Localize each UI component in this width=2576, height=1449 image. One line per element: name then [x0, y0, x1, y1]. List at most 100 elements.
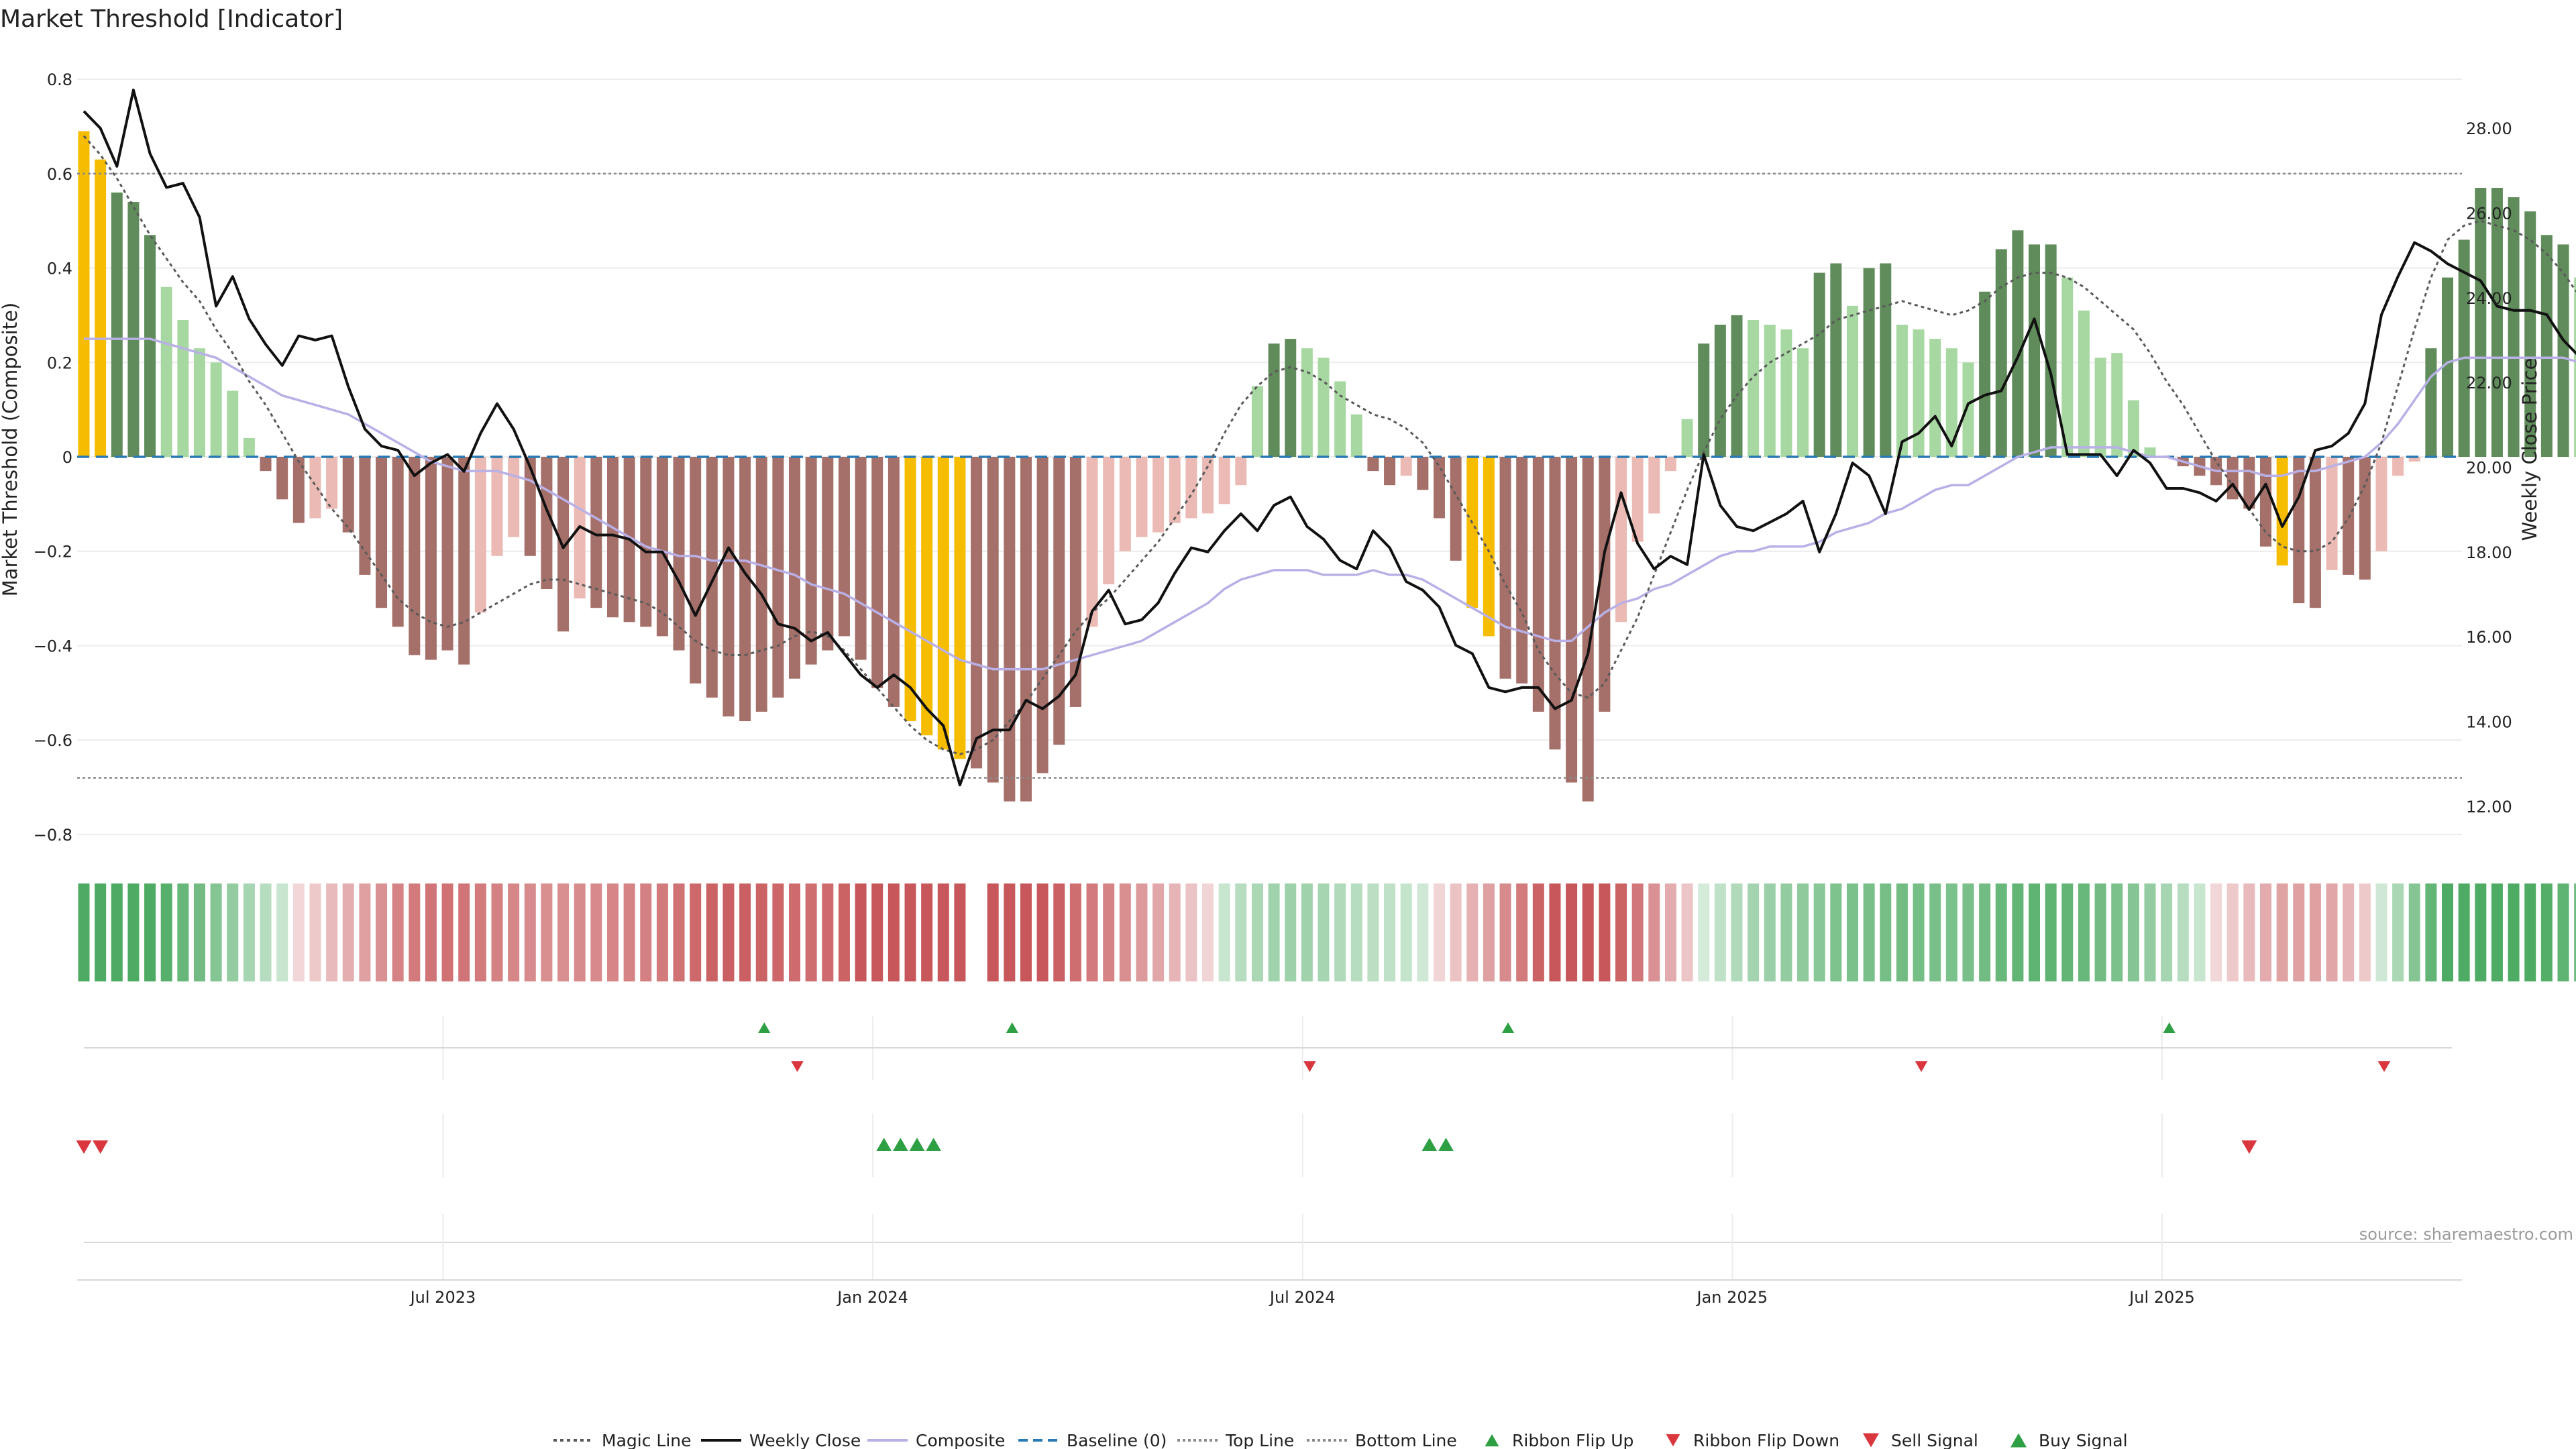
ribbon-cell — [1979, 883, 1991, 981]
composite-bar — [838, 457, 850, 637]
ribbon-cell — [1384, 883, 1396, 981]
y-tick-label: 0.6 — [47, 165, 72, 184]
ribbon-cell — [954, 883, 966, 981]
ribbon-cell — [1400, 883, 1412, 981]
composite-bar — [1698, 343, 1710, 458]
composite-bar — [227, 390, 239, 458]
composite-bar — [2127, 400, 2139, 458]
composite-bar — [524, 457, 536, 556]
ribbon-cell — [706, 883, 718, 981]
ribbon-cell — [1566, 883, 1578, 981]
buy-signal-marker — [1421, 1138, 1438, 1151]
composite-bar — [1433, 457, 1445, 519]
ribbon-cell — [177, 883, 189, 981]
ribbon-cell — [2226, 883, 2239, 981]
ribbon-cell — [127, 883, 140, 981]
composite-bar — [474, 457, 486, 613]
legend-label: Buy Signal — [2039, 1431, 2128, 1449]
composite-bar — [1417, 457, 1429, 490]
source-note: source: sharemaestro.com — [2359, 1225, 2573, 1244]
ribbon-cell — [2508, 883, 2520, 981]
magic-line — [83, 135, 2576, 755]
ribbon-flip-up-marker — [1006, 1022, 1019, 1033]
composite-bar — [2343, 457, 2355, 575]
ribbon-cell — [1417, 883, 1429, 981]
ribbon-cell — [656, 883, 668, 981]
ribbon-cell — [1995, 883, 2007, 981]
ribbon-cell — [2045, 883, 2057, 981]
composite-bar — [1913, 329, 1925, 458]
x-tick-label: Jan 2024 — [836, 1288, 908, 1307]
composite-bar — [508, 457, 520, 537]
ribbon-cell — [359, 883, 371, 981]
ribbon-cell — [144, 883, 156, 981]
y-tick-label: −0.2 — [34, 543, 72, 561]
ribbon-cell — [1020, 883, 1032, 981]
composite-bar — [541, 457, 553, 590]
composite-bar — [1532, 457, 1544, 712]
ribbon-cell — [1499, 883, 1511, 981]
ribbon-cell — [1235, 883, 1247, 981]
composite-bar — [1169, 457, 1181, 523]
main-plot: 0.8 0.6 0.4 0.2 0 −0.2 −0.4 −0.6 −0.8 28.00 26.00… — [0, 70, 2576, 845]
composite-bar — [805, 457, 817, 665]
ribbon-cell — [557, 883, 570, 981]
legend-label: Ribbon Flip Up — [1512, 1431, 1633, 1449]
ribbon-cell — [739, 883, 751, 981]
composite-bar — [1466, 457, 1479, 608]
y-axis-label: Market Threshold (Composite) — [0, 303, 21, 596]
composite-bar — [755, 457, 767, 712]
ribbon-cell — [260, 883, 272, 981]
ribbon-cell — [1945, 883, 1957, 981]
y2-tick-label: 20.00 — [2466, 458, 2512, 477]
ribbon-cell — [2177, 883, 2189, 981]
composite-bar — [1731, 315, 1743, 458]
ribbon-cell — [789, 883, 801, 981]
composite-bar — [2425, 348, 2437, 458]
composite-bar — [2276, 457, 2288, 566]
ribbon-cell — [1268, 883, 1280, 981]
ribbon-cell — [1664, 883, 1676, 981]
composite-bar — [392, 457, 404, 627]
ribbon-cell — [1053, 883, 1065, 981]
legend-label: Sell Signal — [1891, 1431, 1978, 1449]
composite-bar — [1664, 457, 1676, 472]
composite-bar — [1020, 457, 1032, 802]
composite-bar — [1350, 414, 1362, 458]
ribbon-cell — [1251, 883, 1263, 981]
composite-bar — [888, 457, 900, 707]
ribbon-cell — [623, 883, 635, 981]
composite-bar — [376, 457, 388, 608]
composite-bar — [2293, 457, 2305, 604]
ribbon-cell — [309, 883, 321, 981]
weekly-close-line — [83, 89, 2576, 787]
composite-bar — [673, 457, 685, 651]
ribbon-cell — [1599, 883, 1611, 981]
y-tick-label: 0.4 — [47, 260, 72, 278]
ribbon-cell — [1962, 883, 1974, 981]
composite-bar — [656, 457, 668, 637]
composite-bar — [590, 457, 602, 608]
ribbon-cell — [342, 883, 354, 981]
ribbon-cell — [376, 883, 388, 981]
y2-tick-label: 28.00 — [2466, 119, 2512, 138]
composite-bar — [1367, 457, 1379, 472]
legend-label: Baseline (0) — [1067, 1431, 1167, 1449]
ribbon-cell — [1681, 883, 1693, 981]
ribbon-cell — [1863, 883, 1875, 981]
y2-tick-label: 22.00 — [2466, 374, 2512, 392]
y-tick-label: −0.8 — [34, 826, 72, 845]
composite-bar — [1036, 457, 1049, 773]
composite-bar — [1053, 457, 1065, 745]
ribbon-cell — [2029, 883, 2041, 981]
composite-bar — [1334, 381, 1346, 458]
x-tick-label: Jul 2024 — [1269, 1288, 1336, 1307]
ribbon-cell — [458, 883, 470, 981]
ribbon-cell — [1450, 883, 1462, 981]
composite-bar — [309, 457, 321, 519]
composite-bar — [1681, 419, 1693, 458]
composite-bar — [276, 457, 288, 500]
y2-tick-label: 18.00 — [2466, 543, 2512, 562]
ribbon-cell — [1004, 883, 1016, 981]
ribbon-cell — [1516, 883, 1528, 981]
